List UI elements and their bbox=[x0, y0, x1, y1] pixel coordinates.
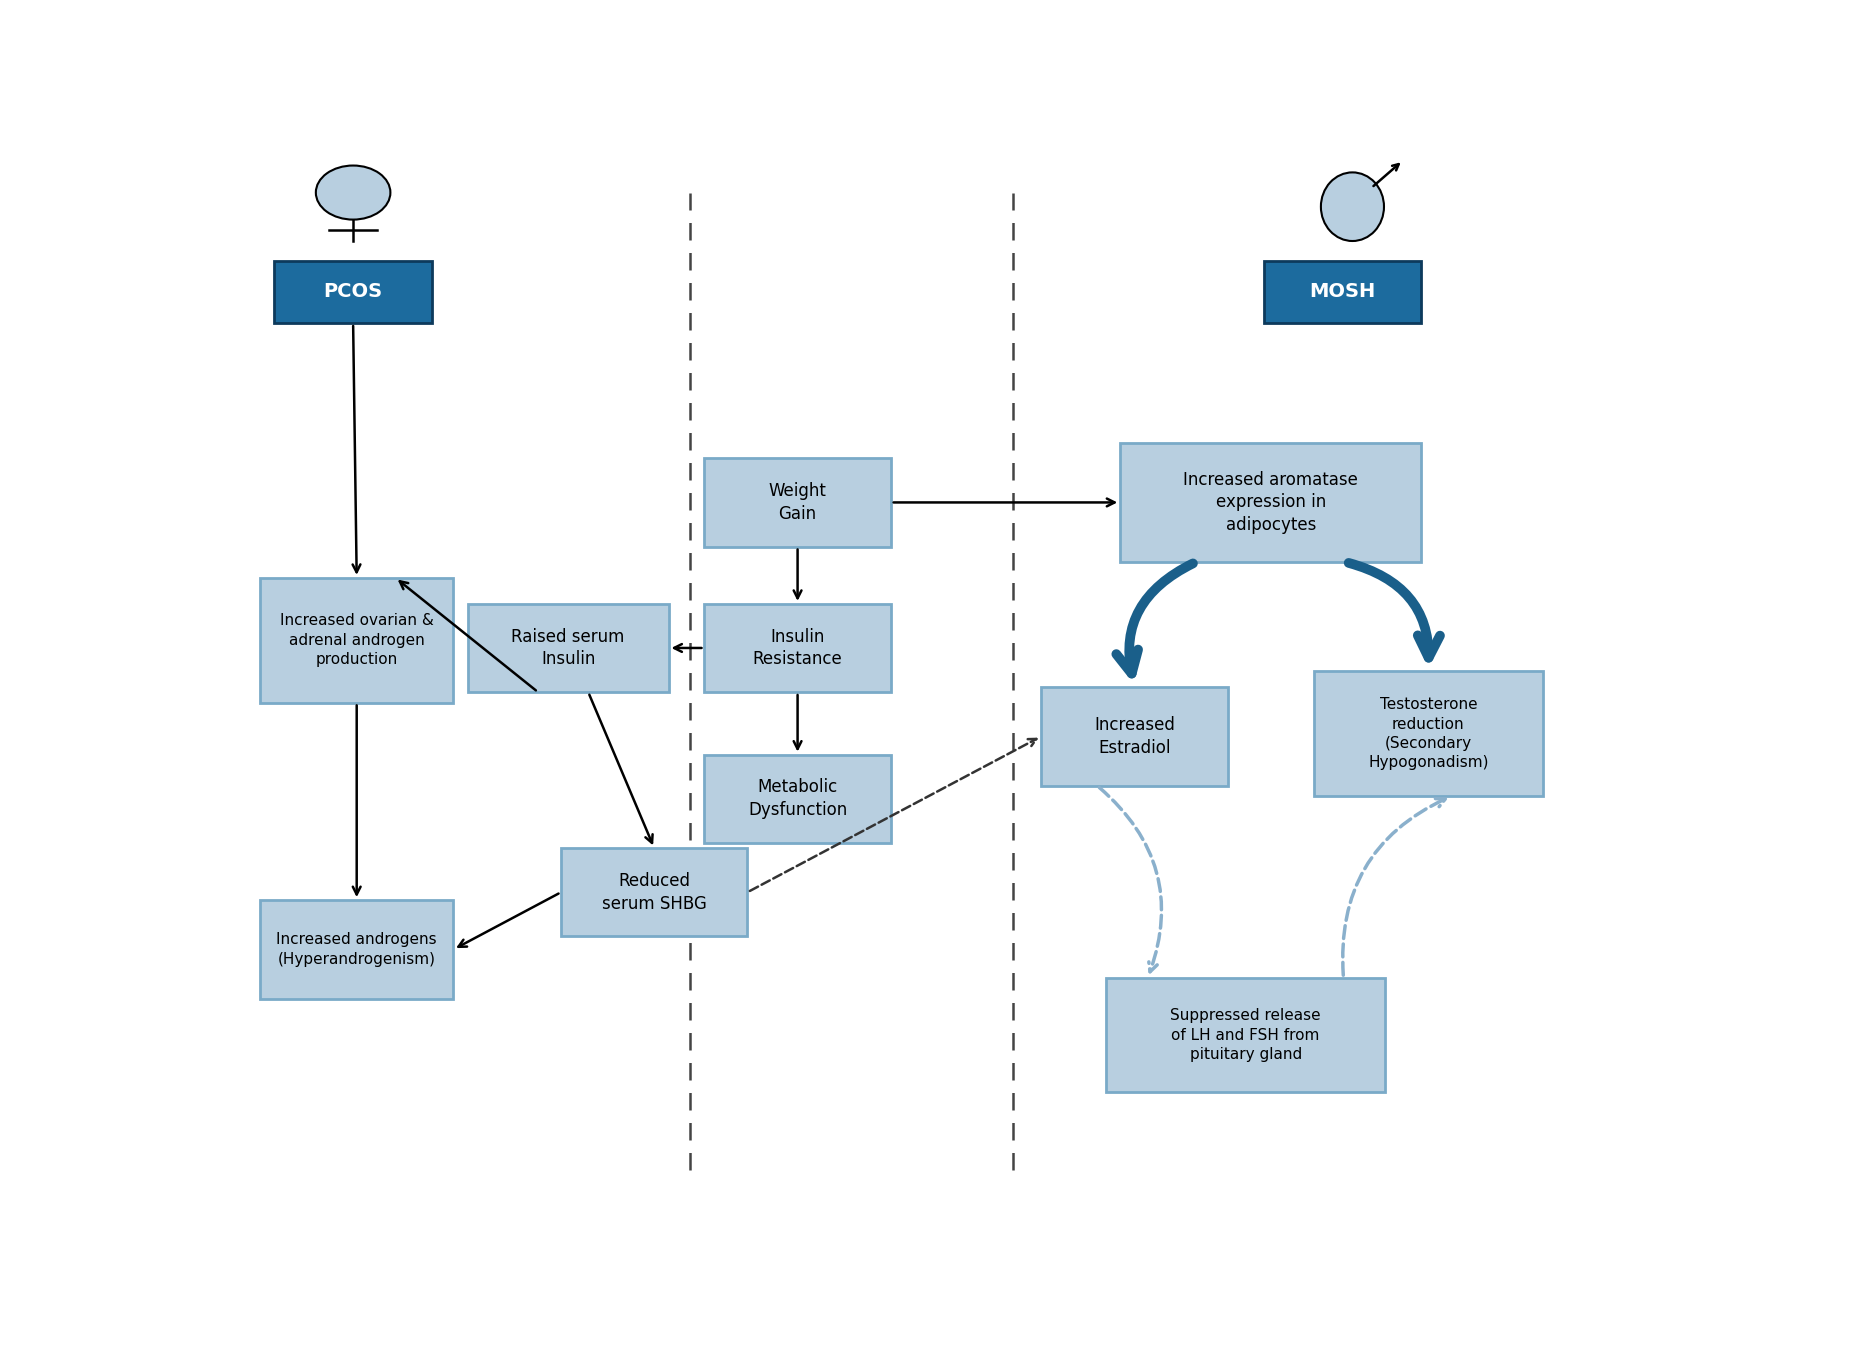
FancyBboxPatch shape bbox=[274, 261, 433, 323]
Text: Increased ovarian &
adrenal androgen
production: Increased ovarian & adrenal androgen pro… bbox=[279, 613, 433, 667]
Text: Testosterone
reduction
(Secondary
Hypogonadism): Testosterone reduction (Secondary Hypogo… bbox=[1369, 698, 1489, 770]
Text: Suppressed release
of LH and FSH from
pituitary gland: Suppressed release of LH and FSH from pi… bbox=[1171, 1008, 1321, 1062]
FancyBboxPatch shape bbox=[705, 755, 892, 842]
Text: Insulin
Resistance: Insulin Resistance bbox=[753, 628, 842, 668]
Text: Raised serum
Insulin: Raised serum Insulin bbox=[511, 628, 625, 668]
FancyBboxPatch shape bbox=[468, 603, 668, 693]
Text: Weight
Gain: Weight Gain bbox=[768, 482, 827, 522]
FancyBboxPatch shape bbox=[1264, 261, 1421, 323]
FancyBboxPatch shape bbox=[259, 578, 453, 702]
Circle shape bbox=[316, 166, 390, 220]
Text: Reduced
serum SHBG: Reduced serum SHBG bbox=[601, 872, 707, 913]
FancyBboxPatch shape bbox=[705, 603, 892, 693]
FancyBboxPatch shape bbox=[705, 458, 892, 547]
FancyBboxPatch shape bbox=[561, 848, 747, 937]
FancyBboxPatch shape bbox=[1106, 977, 1386, 1092]
Ellipse shape bbox=[1321, 173, 1384, 242]
Text: Increased aromatase
expression in
adipocytes: Increased aromatase expression in adipoc… bbox=[1184, 471, 1358, 535]
FancyBboxPatch shape bbox=[259, 900, 453, 999]
Text: Metabolic
Dysfunction: Metabolic Dysfunction bbox=[747, 778, 847, 819]
Text: MOSH: MOSH bbox=[1310, 282, 1376, 301]
FancyBboxPatch shape bbox=[1042, 687, 1228, 786]
Text: PCOS: PCOS bbox=[324, 282, 383, 301]
FancyBboxPatch shape bbox=[1314, 671, 1543, 796]
Text: Increased androgens
(Hyperandrogenism): Increased androgens (Hyperandrogenism) bbox=[276, 933, 437, 967]
Text: Increased
Estradiol: Increased Estradiol bbox=[1093, 716, 1175, 757]
FancyBboxPatch shape bbox=[1121, 443, 1421, 562]
